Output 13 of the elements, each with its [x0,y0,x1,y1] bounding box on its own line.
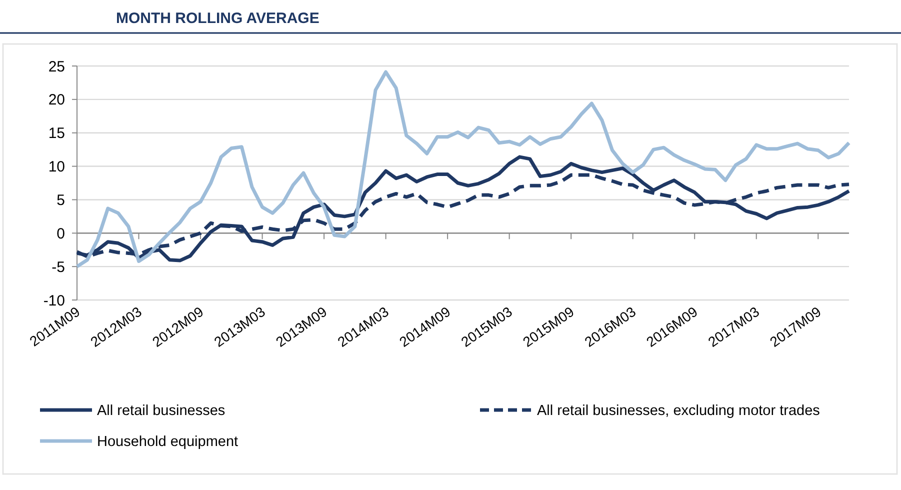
y-tick-label: 0 [56,225,65,242]
y-tick-label: -10 [43,292,65,310]
legend-label: All retail businesses, excluding motor trades [537,403,820,420]
y-tick-label: 15 [48,125,65,142]
chart-title: MONTH ROLLING AVERAGE [116,10,320,27]
y-tick-label: -5 [52,258,65,276]
y-tick-label: 25 [48,58,65,76]
y-tick-label: 5 [56,192,65,209]
line-series [75,70,851,268]
legend-label: Household equipment [97,434,238,450]
legend-label: All retail businesses [97,403,226,420]
y-tick-label: 10 [48,158,65,176]
y-tick-label: 20 [48,92,65,109]
